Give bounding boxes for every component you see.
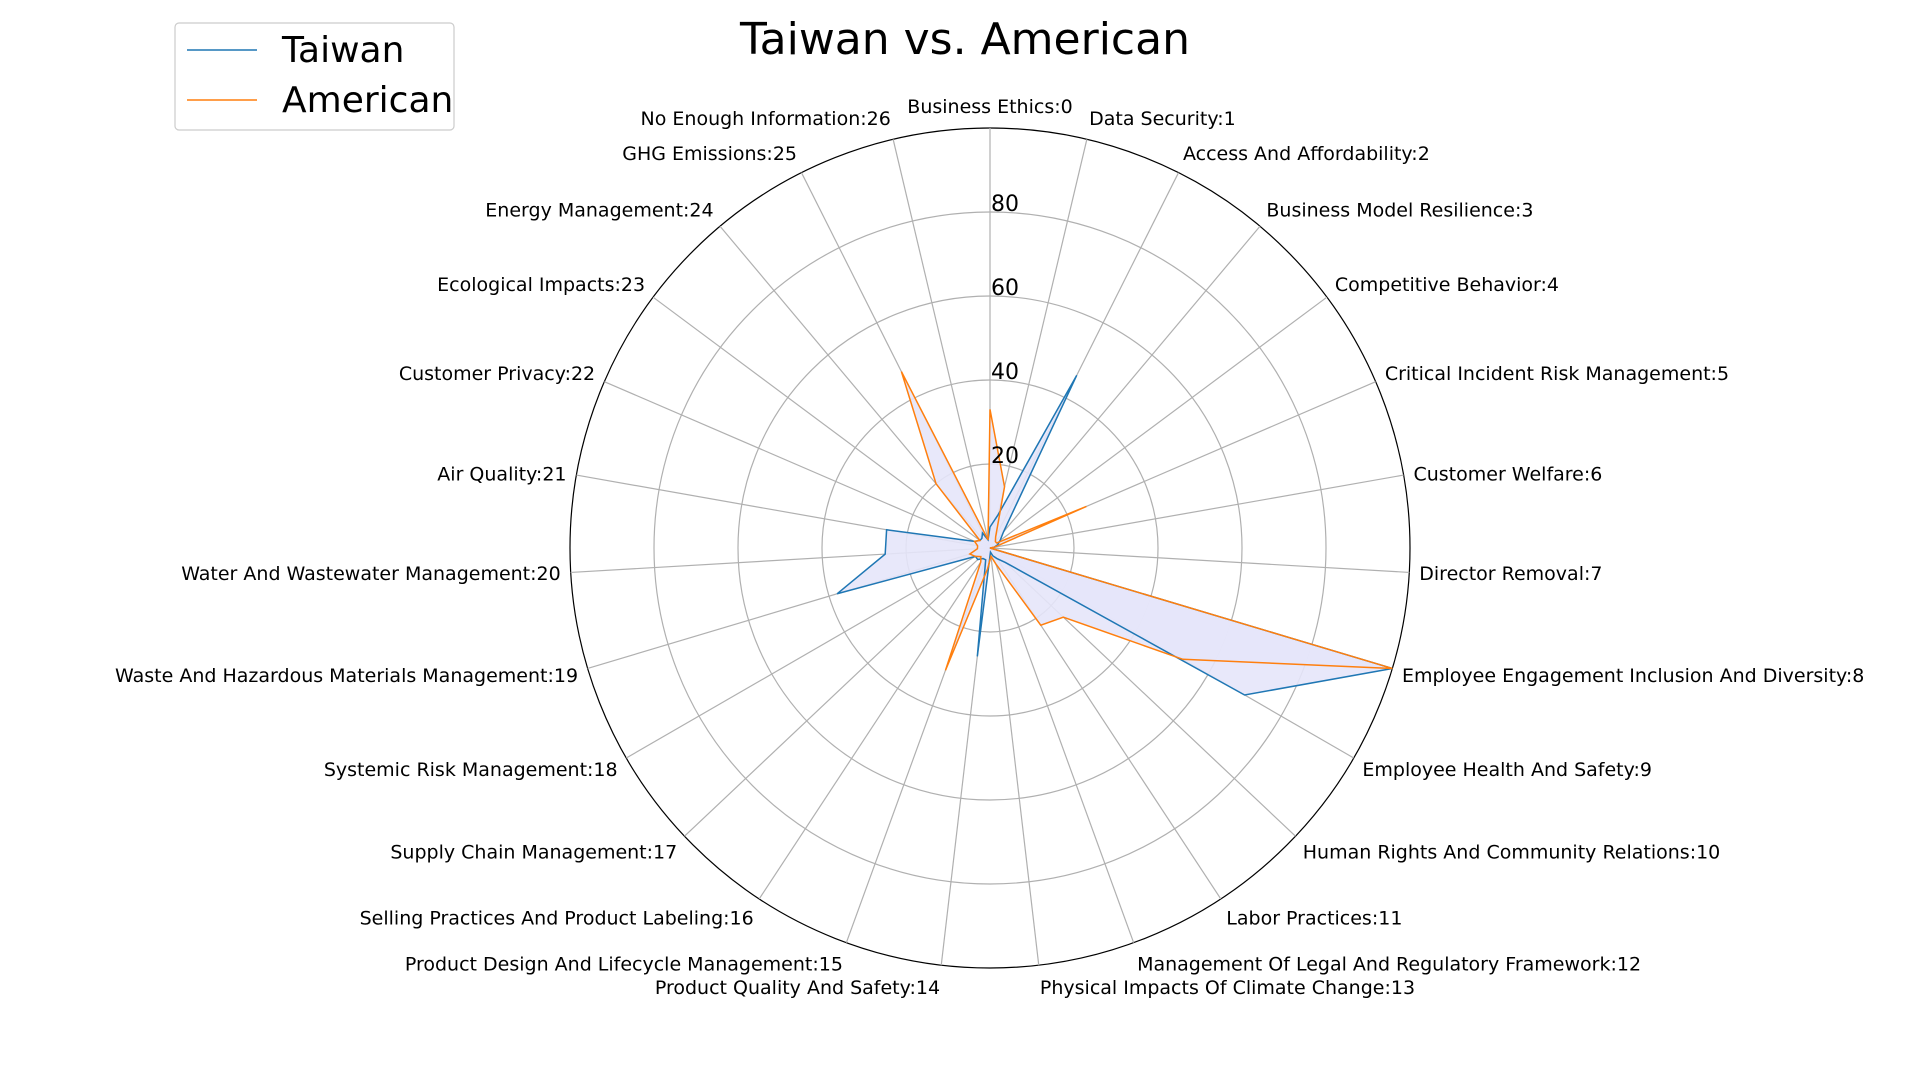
radial-tick-label-80: 80	[991, 192, 1019, 217]
legend: Taiwan American	[174, 22, 455, 131]
category-label-22: Customer Privacy:22	[399, 363, 595, 385]
series-fills	[837, 371, 1393, 695]
category-label-21: Air Quality:21	[437, 463, 566, 485]
category-label-17: Supply Chain Management:17	[390, 841, 677, 863]
spoke-18	[625, 547, 991, 759]
category-label-20: Water And Wastewater Management:20	[181, 563, 561, 585]
category-label-7: Director Removal:7	[1419, 563, 1602, 585]
category-label-4: Competitive Behavior:4	[1335, 274, 1559, 296]
category-label-16: Selling Practices And Product Labeling:1…	[360, 907, 754, 929]
category-label-6: Customer Welfare:6	[1413, 463, 1602, 485]
category-label-13: Physical Impacts Of Climate Change:13	[1040, 977, 1415, 999]
spoke-13	[989, 547, 1040, 966]
spoke-23	[652, 296, 991, 549]
legend-label-taiwan: Taiwan	[281, 30, 404, 71]
series-line-american	[900, 371, 1393, 671]
spoke-17	[684, 547, 991, 837]
category-label-1: Data Security:1	[1089, 108, 1236, 130]
category-label-9: Employee Health And Safety:9	[1362, 759, 1652, 781]
spoke-3	[989, 225, 1261, 549]
category-label-26: No Enough Information:26	[641, 108, 891, 130]
angular-grid	[570, 128, 1410, 966]
category-label-0: Business Ethics:0	[907, 96, 1072, 118]
legend-label-american: American	[282, 80, 453, 121]
radial-tick-label-60: 60	[991, 276, 1019, 301]
spoke-4	[989, 296, 1328, 549]
category-label-23: Ecological Impacts:23	[437, 274, 645, 296]
spoke-6	[989, 474, 1404, 549]
radial-tick-label-40: 40	[991, 360, 1019, 385]
series-lines	[836, 371, 1393, 696]
category-label-3: Business Model Resilience:3	[1266, 199, 1533, 221]
spoke-26	[892, 139, 991, 549]
spoke-7	[989, 547, 1410, 574]
category-labels: Business Ethics:0 Data Security:1 Access A…	[115, 96, 1864, 999]
spoke-16	[758, 547, 991, 900]
series-fill-american	[901, 371, 1393, 671]
category-label-11: Labor Practices:11	[1226, 907, 1402, 929]
category-label-18: Systemic Risk Management:18	[324, 759, 618, 781]
category-label-24: Energy Management:24	[485, 199, 713, 221]
category-label-19: Waste And Hazardous Materials Management…	[115, 665, 578, 687]
spoke-12	[989, 547, 1135, 943]
category-label-8: Employee Engagement Inclusion And Divers…	[1402, 665, 1864, 687]
chart-title: Taiwan vs. American	[739, 14, 1190, 65]
category-label-5: Critical Incident Risk Management:5	[1385, 363, 1729, 385]
category-label-2: Access And Affordability:2	[1183, 143, 1430, 165]
category-label-10: Human Rights And Community Relations:10	[1303, 841, 1721, 863]
category-label-12: Management Of Legal And Regulatory Frame…	[1137, 953, 1641, 975]
spoke-22	[604, 381, 991, 549]
spoke-1	[989, 139, 1088, 549]
category-label-14: Product Quality And Safety:14	[655, 977, 940, 999]
category-label-25: GHG Emissions:25	[622, 143, 797, 165]
radial-tick-labels: 20 40 60 80	[991, 192, 1019, 469]
category-label-15: Product Design And Lifecycle Management:…	[405, 953, 843, 975]
radial-tick-label-20: 20	[991, 444, 1019, 469]
